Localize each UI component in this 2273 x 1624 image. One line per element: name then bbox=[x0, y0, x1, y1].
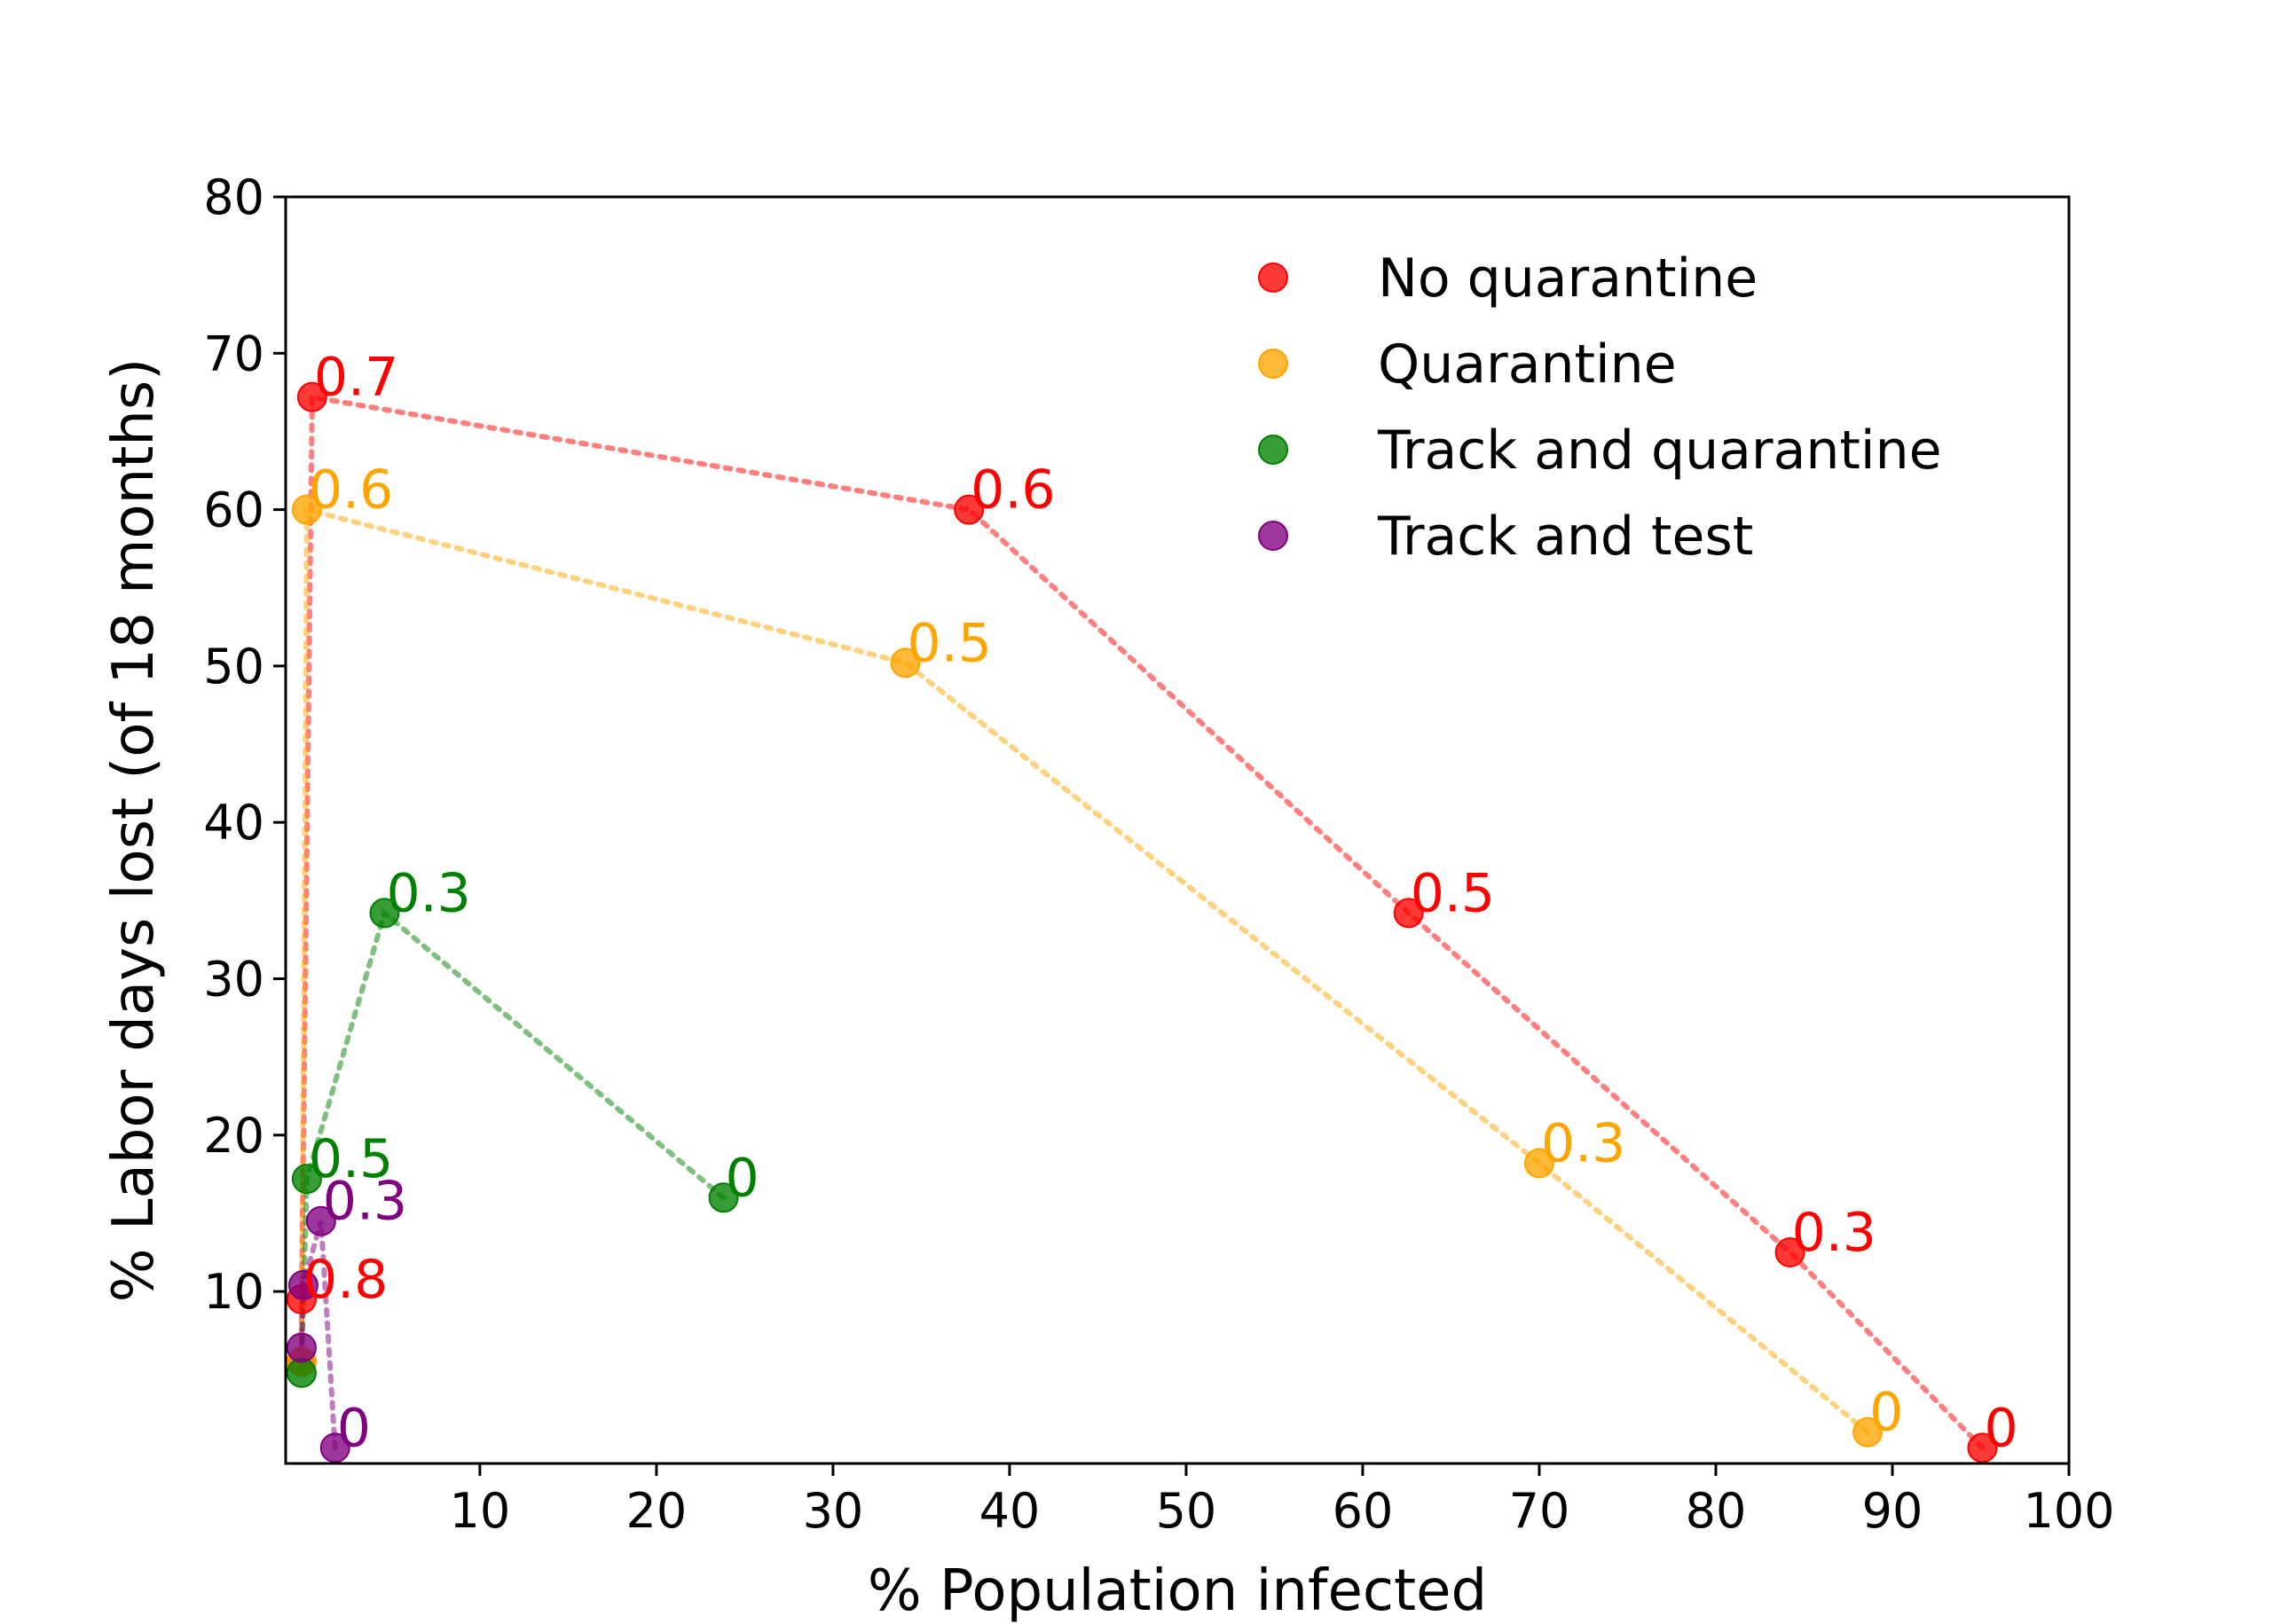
data-label: 0 bbox=[1984, 1397, 2017, 1459]
series-points bbox=[286, 381, 1998, 1463]
y-tick-label: 10 bbox=[203, 1264, 264, 1320]
y-axis-ticks: 10 20 30 40 50 60 70 80 bbox=[203, 169, 286, 1320]
data-point bbox=[1774, 1237, 1805, 1267]
legend: No quarantine Quarantine Track and quarant… bbox=[1258, 247, 1942, 568]
legend-label: No quarantine bbox=[1378, 247, 1758, 310]
x-tick-label: 30 bbox=[803, 1483, 864, 1539]
data-point bbox=[319, 1432, 350, 1463]
x-tick-label: 10 bbox=[450, 1483, 511, 1539]
data-label: 0.3 bbox=[1541, 1113, 1625, 1175]
x-tick-label: 40 bbox=[979, 1483, 1041, 1539]
x-tick-label: 100 bbox=[2023, 1483, 2114, 1539]
legend-marker bbox=[1258, 349, 1288, 379]
data-label: 0.6 bbox=[971, 459, 1055, 522]
data-label: 0 bbox=[726, 1147, 759, 1209]
x-tick-label: 50 bbox=[1156, 1483, 1217, 1539]
data-point bbox=[954, 494, 985, 525]
legend-label: Track and test bbox=[1377, 506, 1753, 568]
x-tick-label: 80 bbox=[1686, 1483, 1747, 1539]
y-tick-label: 40 bbox=[203, 795, 264, 851]
legend-marker bbox=[1258, 521, 1288, 551]
data-label: 0.3 bbox=[386, 862, 470, 924]
data-label: 0.3 bbox=[1792, 1202, 1876, 1264]
legend-label: Track and quarantine bbox=[1377, 420, 1942, 482]
y-tick-label: 50 bbox=[203, 639, 264, 694]
x-tick-label: 90 bbox=[1862, 1483, 1923, 1539]
x-tick-label: 60 bbox=[1333, 1483, 1394, 1539]
data-point bbox=[286, 1357, 317, 1388]
data-point bbox=[369, 898, 400, 929]
data-point bbox=[296, 381, 327, 412]
legend-marker bbox=[1258, 435, 1288, 465]
data-point bbox=[291, 1164, 322, 1195]
x-axis-label: % Population infected bbox=[868, 1558, 1487, 1624]
data-label: 0 bbox=[1869, 1382, 1903, 1444]
legend-marker bbox=[1258, 263, 1288, 293]
y-tick-label: 80 bbox=[203, 169, 264, 225]
data-point bbox=[287, 1270, 319, 1301]
y-tick-label: 60 bbox=[203, 482, 264, 538]
data-label: 0.5 bbox=[1411, 862, 1495, 924]
series-line-4 bbox=[298, 1220, 338, 1451]
point-labels: 00.30.50.60.70.800.30.50.600.30.500.3 bbox=[303, 347, 2018, 1460]
data-point bbox=[1393, 898, 1424, 929]
data-label: 0.5 bbox=[908, 612, 992, 674]
data-point bbox=[1523, 1148, 1554, 1179]
y-axis-label: % Labor days lost (of 18 months) bbox=[101, 358, 167, 1302]
y-tick-label: 20 bbox=[203, 1108, 264, 1164]
data-point bbox=[708, 1182, 739, 1213]
legend-label: Quarantine bbox=[1378, 333, 1677, 396]
data-point bbox=[1852, 1416, 1884, 1447]
data-label: 0.6 bbox=[309, 459, 393, 522]
data-point bbox=[305, 1205, 336, 1236]
data-point bbox=[1967, 1432, 1998, 1463]
x-axis-ticks: 10 20 30 40 50 60 70 80 90 100 bbox=[450, 1463, 2115, 1539]
x-tick-label: 70 bbox=[1509, 1483, 1570, 1539]
data-point bbox=[286, 1332, 317, 1363]
data-label: 0 bbox=[337, 1397, 371, 1459]
data-label: 0.7 bbox=[314, 347, 398, 409]
data-label: 0.8 bbox=[303, 1249, 388, 1311]
y-tick-label: 70 bbox=[203, 326, 264, 381]
data-label: 0.3 bbox=[323, 1171, 407, 1233]
data-point bbox=[291, 494, 322, 525]
y-tick-label: 30 bbox=[203, 951, 264, 1007]
data-point bbox=[890, 647, 921, 679]
data-label: 0.5 bbox=[309, 1128, 393, 1190]
x-tick-label: 20 bbox=[626, 1483, 688, 1539]
plot-frame bbox=[284, 195, 2071, 1465]
